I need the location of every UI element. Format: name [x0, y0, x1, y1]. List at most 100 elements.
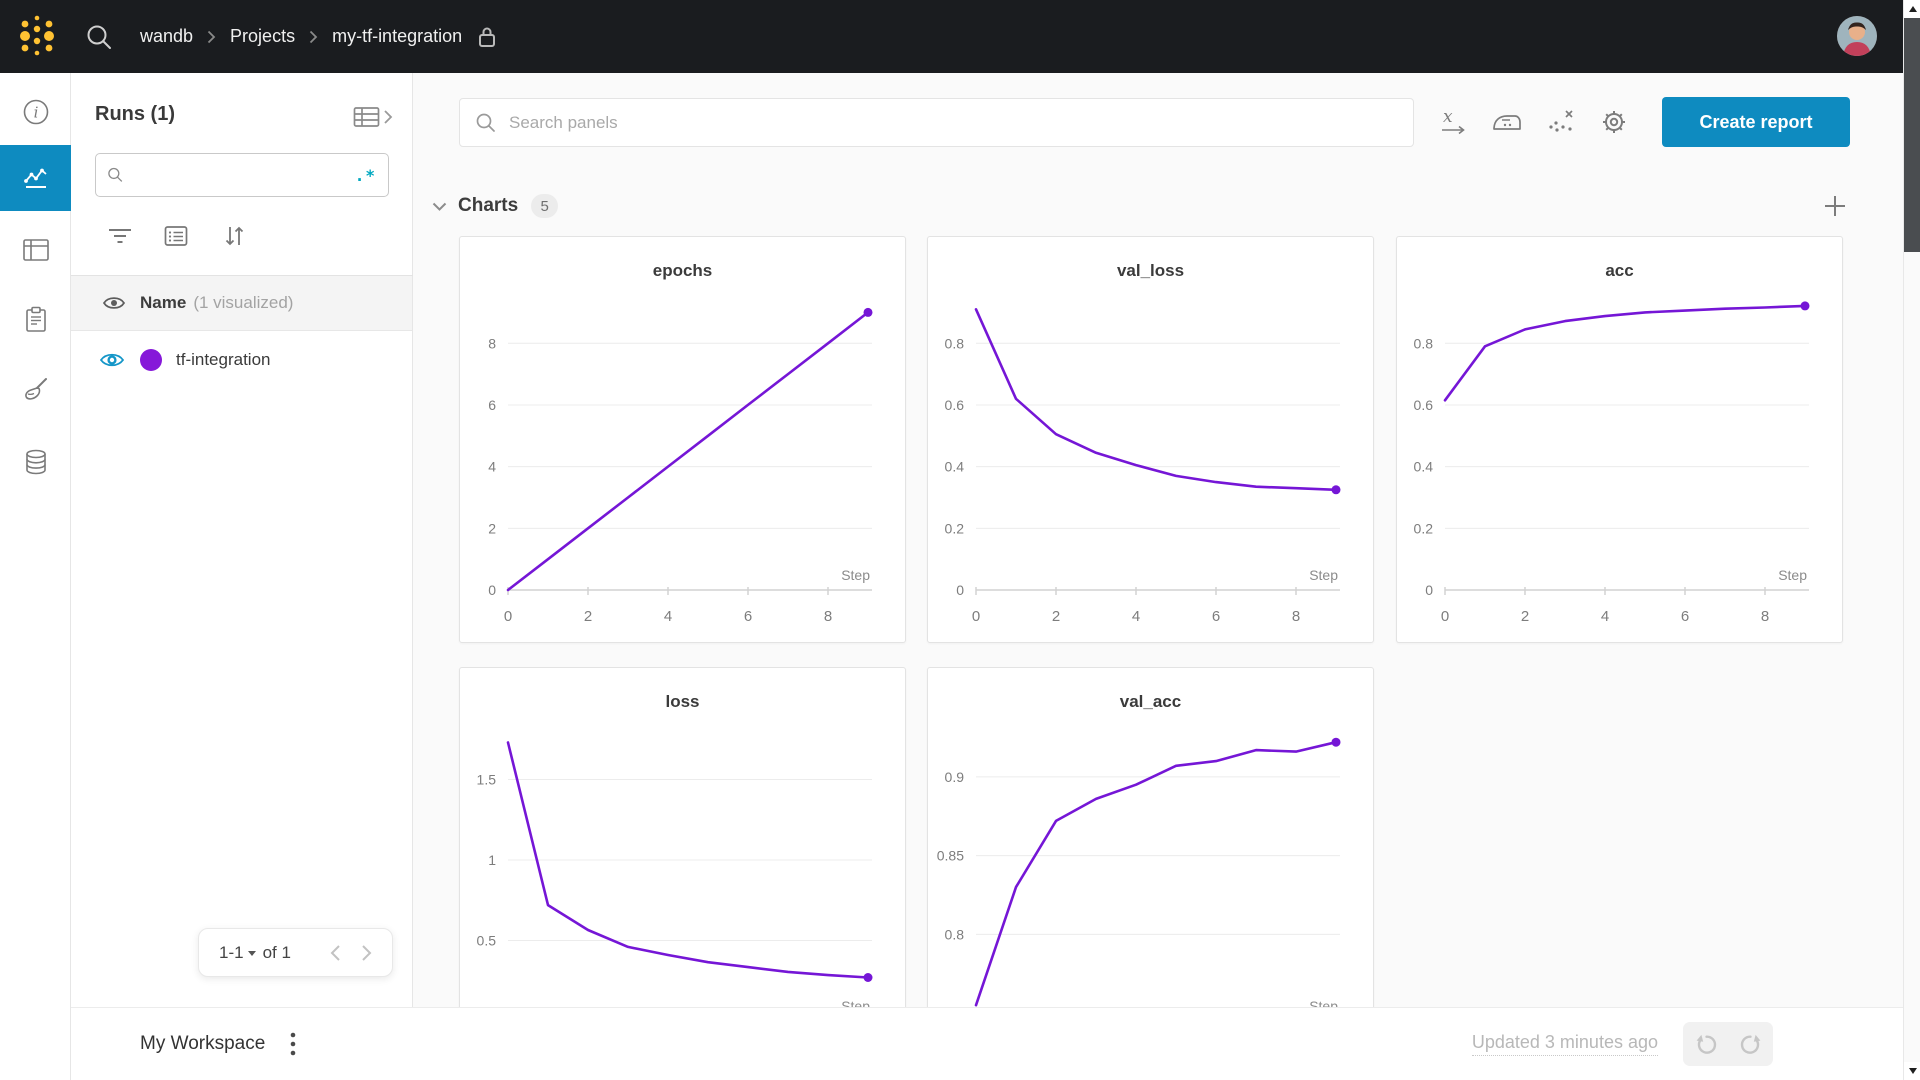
outliers-button[interactable] [1543, 104, 1579, 140]
svg-text:6: 6 [488, 397, 496, 413]
chart-panel-val-acc[interactable]: 0.80.850.902468Step val_acc [927, 667, 1374, 1074]
chart-title: loss [665, 692, 700, 711]
divider [71, 275, 413, 276]
table-expand-icon [353, 107, 380, 127]
svg-text:0.6: 0.6 [1414, 397, 1434, 413]
sidebar-item-table[interactable] [0, 226, 71, 274]
undo-button[interactable] [1683, 1022, 1728, 1066]
svg-text:0.5: 0.5 [477, 933, 497, 949]
caret-down-icon [247, 951, 256, 956]
chevron-right-icon [384, 110, 393, 124]
bottom-bar: My Workspace Updated 3 minutes ago [0, 1007, 1920, 1080]
svg-text:Step: Step [1778, 567, 1807, 583]
filter-icon[interactable] [107, 223, 133, 249]
scroll-down-button[interactable] [1904, 1062, 1920, 1080]
page-total: of 1 [262, 942, 291, 962]
run-color-dot [140, 349, 162, 371]
undo-redo-group [1683, 1022, 1773, 1066]
redo-button[interactable] [1728, 1022, 1773, 1066]
svg-text:0: 0 [488, 582, 496, 598]
vertical-scrollbar [1903, 0, 1920, 1080]
scrollbar-thumb[interactable] [1904, 18, 1920, 252]
svg-text:6: 6 [744, 608, 752, 625]
list-icon[interactable] [163, 223, 189, 249]
svg-text:2: 2 [584, 608, 592, 625]
settings-button[interactable] [1596, 104, 1632, 140]
chart-panel-val-loss[interactable]: 0 0.2 0.4 0.6 0.8 0 2 4 6 8 Step val_loss [927, 236, 1374, 643]
svg-text:0: 0 [1425, 582, 1433, 598]
next-page-button[interactable] [361, 944, 372, 962]
kebab-menu-icon[interactable] [284, 1031, 302, 1057]
panels-search-input[interactable] [509, 112, 1413, 133]
undo-icon [1696, 1034, 1716, 1054]
svg-text:8: 8 [824, 608, 832, 625]
svg-text:0: 0 [972, 608, 980, 625]
runs-panel: Runs (1) .* [71, 73, 413, 1080]
chart-title: val_acc [1119, 692, 1182, 711]
run-name[interactable]: tf-integration [176, 350, 271, 369]
plus-icon [1825, 196, 1845, 216]
svg-text:6: 6 [1681, 608, 1689, 625]
wandb-logo[interactable] [14, 11, 60, 61]
visualized-count: (1 visualized) [193, 293, 294, 312]
lock-icon [479, 27, 496, 47]
visibility-eye-icon[interactable] [99, 350, 125, 370]
svg-text:0.4: 0.4 [1414, 459, 1434, 475]
name-column-header[interactable]: Name [140, 293, 187, 312]
sidebar-item-reports[interactable] [0, 296, 71, 344]
avatar[interactable] [1837, 16, 1877, 56]
line-chart-icon [23, 168, 47, 188]
add-panel-button[interactable] [1820, 191, 1850, 221]
workspace-selector[interactable]: My Workspace [140, 1032, 266, 1054]
broom-icon [24, 378, 47, 400]
runs-controls [71, 221, 413, 251]
sidebar-item-sweeps[interactable] [0, 366, 71, 414]
svg-text:0.6: 0.6 [945, 397, 965, 413]
page-range-dropdown[interactable]: 1-1 [219, 943, 256, 963]
updated-timestamp-label[interactable]: Updated 3 minutes ago [1471, 1032, 1658, 1056]
sidebar-item-workspace-charts[interactable] [0, 145, 71, 211]
breadcrumb-projects[interactable]: Projects [230, 26, 296, 46]
search-icon [108, 167, 123, 182]
search-icon[interactable] [84, 22, 114, 52]
breadcrumb-entity[interactable]: wandb [140, 26, 194, 46]
svg-text:0.9: 0.9 [945, 769, 965, 785]
clipboard-icon [25, 306, 46, 332]
sidebar-item-artifacts[interactable] [0, 438, 71, 486]
charts-section-title[interactable]: Charts [458, 195, 519, 216]
svg-text:Step: Step [841, 567, 870, 583]
chevron-down-icon[interactable] [432, 202, 447, 211]
chart-canvas: 0 0.2 0.4 0.6 0.8 0 2 4 6 8 Step [945, 308, 1341, 625]
create-report-button[interactable]: Create report [1662, 97, 1850, 147]
x-axis-settings-button[interactable]: x [1436, 104, 1472, 140]
runs-table-toggle[interactable] [353, 104, 397, 130]
runs-search-input[interactable] [123, 154, 343, 196]
runs-name-header: Name (1 visualized) [71, 276, 412, 331]
svg-text:4: 4 [1601, 608, 1609, 625]
run-row[interactable]: tf-integration [71, 331, 412, 389]
chart-panel-acc[interactable]: 0 0.2 0.4 0.6 0.8 0 2 4 6 8 Step acc [1396, 236, 1843, 643]
svg-text:0: 0 [1441, 608, 1449, 625]
svg-text:0: 0 [956, 582, 964, 598]
svg-text:1: 1 [488, 852, 496, 868]
svg-text:0.2: 0.2 [945, 520, 965, 536]
smoothing-iron-icon [1493, 115, 1521, 130]
runs-search-box: .* [95, 153, 389, 197]
scroll-up-button[interactable] [1904, 0, 1920, 18]
sidebar-item-overview[interactable]: i [0, 88, 71, 136]
eye-icon[interactable] [102, 294, 126, 312]
prev-page-button[interactable] [330, 944, 341, 962]
sort-icon[interactable] [221, 223, 247, 249]
chart-panel-epochs[interactable]: 0 2 4 6 8 0 2 4 6 8 Step epochs [459, 236, 906, 643]
svg-text:0.8: 0.8 [1414, 335, 1434, 351]
outliers-icon [1549, 110, 1573, 132]
svg-text:0: 0 [504, 608, 512, 625]
breadcrumb: wandb Projects my-tf-integration [140, 0, 498, 73]
svg-text:4: 4 [664, 608, 672, 625]
table-icon [22, 239, 49, 261]
regex-toggle[interactable]: .* [354, 165, 376, 185]
charts-section-header: Charts 5 [432, 192, 559, 220]
breadcrumb-project-name[interactable]: my-tf-integration [332, 26, 463, 46]
smoothing-button[interactable] [1489, 104, 1525, 140]
